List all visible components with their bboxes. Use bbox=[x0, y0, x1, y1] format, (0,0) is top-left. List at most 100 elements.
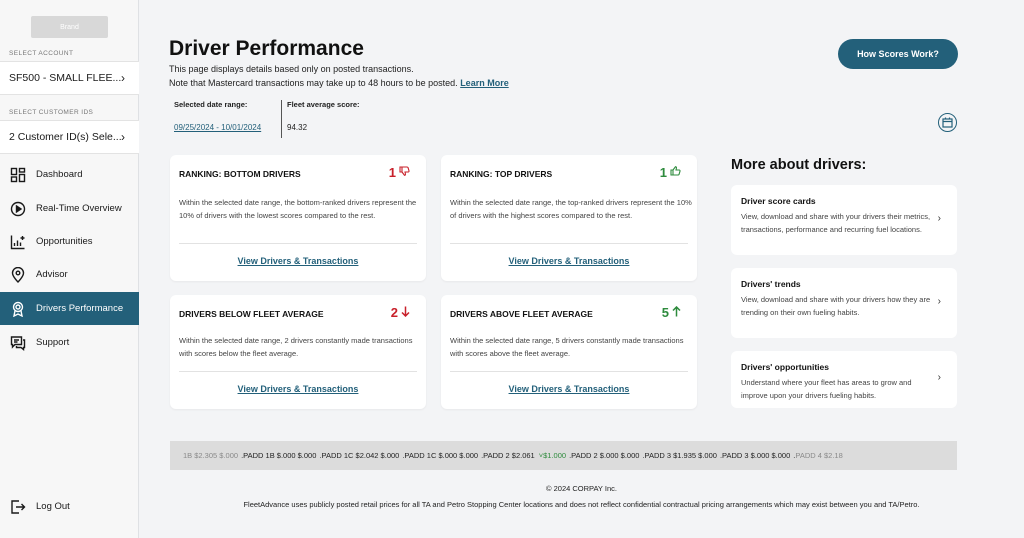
brand-logo: Brand bbox=[31, 16, 108, 38]
below-average-count: 2 bbox=[391, 305, 410, 320]
logout-label: Log Out bbox=[36, 501, 70, 512]
subtitle-line-2: Note that Mastercard transactions may ta… bbox=[169, 76, 509, 90]
card-title: RANKING: TOP DRIVERS bbox=[450, 169, 553, 179]
nav-item-advisor[interactable]: Advisor bbox=[0, 258, 139, 291]
ticker-item: 1B $2.305 $.000 bbox=[183, 451, 239, 460]
chevron-down-icon: ˅ bbox=[538, 451, 544, 460]
ticker-item: PADD 2 $2.061 bbox=[483, 451, 535, 460]
drivers-opportunities-link[interactable]: Drivers' opportunities Understand where … bbox=[731, 351, 957, 408]
thumbs-down-icon bbox=[399, 166, 410, 179]
arrow-up-icon bbox=[672, 305, 681, 320]
ticker-separator: . bbox=[793, 451, 796, 460]
nav-item-support[interactable]: Support bbox=[0, 326, 139, 359]
date-range-value[interactable]: 09/25/2024 - 10/01/2024 bbox=[174, 123, 262, 132]
logout-icon bbox=[9, 498, 27, 516]
select-customer-label: SELECT CUSTOMER IDS bbox=[9, 109, 94, 116]
subtitle-line-1: This page displays details based only on… bbox=[169, 64, 414, 74]
card-title: DRIVERS ABOVE FLEET AVERAGE bbox=[450, 309, 593, 319]
select-account-label: SELECT ACCOUNT bbox=[9, 50, 74, 57]
sidebar: Brand SELECT ACCOUNT SF500 - SMALL FLEE.… bbox=[0, 0, 139, 538]
account-selector[interactable]: SF500 - SMALL FLEE... › bbox=[0, 61, 139, 95]
nav-item-dashboard[interactable]: Dashboard bbox=[0, 158, 139, 191]
chevron-right-icon: › bbox=[937, 372, 941, 383]
nav-label: Real-Time Overview bbox=[36, 203, 122, 214]
view-drivers-transactions-link[interactable]: View Drivers & Transactions bbox=[508, 256, 630, 266]
chat-support-icon bbox=[9, 334, 27, 352]
nav-label: Advisor bbox=[36, 269, 68, 280]
card-divider bbox=[450, 243, 688, 244]
metric-value: 1 bbox=[659, 165, 667, 180]
play-circle-icon bbox=[9, 200, 27, 218]
fuel-price-ticker: 1B $2.305 $.000 . PADD 1B $.000 $.000 . … bbox=[170, 441, 957, 470]
arrow-down-icon bbox=[401, 306, 410, 320]
nav-item-real-time-overview[interactable]: Real-Time Overview bbox=[0, 192, 139, 225]
view-drivers-transactions-link[interactable]: View Drivers & Transactions bbox=[237, 384, 359, 394]
nav-label: Opportunities bbox=[36, 236, 93, 247]
ticker-item: PADD 1C $.000 $.000 bbox=[404, 451, 479, 460]
card-description: Within the selected date range, 5 driver… bbox=[450, 336, 684, 358]
ticker-separator: . bbox=[719, 451, 723, 460]
side-card-description: View, download and share with your drive… bbox=[741, 212, 931, 234]
ticker-item: PADD 1B $.000 $.000 bbox=[243, 451, 317, 460]
top-drivers-count: 1 bbox=[660, 165, 681, 180]
ticker-separator: . bbox=[569, 451, 572, 460]
date-range-filter: Selected date range: 09/25/2024 - 10/01/… bbox=[174, 100, 261, 132]
how-scores-work-button[interactable]: How Scores Work? bbox=[838, 39, 958, 69]
side-card-title: Drivers' trends bbox=[741, 279, 801, 289]
chevron-right-icon: › bbox=[121, 71, 125, 85]
account-selector-value: SF500 - SMALL FLEE... bbox=[9, 72, 122, 84]
top-drivers-card: RANKING: TOP DRIVERS 1 Within the select… bbox=[441, 155, 697, 281]
learn-more-link[interactable]: Learn More bbox=[460, 78, 509, 88]
side-card-description: View, download and share with your drive… bbox=[741, 295, 931, 317]
award-icon bbox=[9, 300, 27, 318]
chevron-right-icon: › bbox=[937, 296, 941, 307]
nav-item-drivers-performance[interactable]: Drivers Performance bbox=[0, 292, 139, 325]
nav-label: Support bbox=[36, 337, 70, 348]
fleet-average-value: 94.32 bbox=[287, 123, 308, 132]
view-drivers-transactions-link[interactable]: View Drivers & Transactions bbox=[237, 256, 359, 266]
ticker-item: PADD 2 $.000 $.000 bbox=[571, 451, 640, 460]
card-divider bbox=[179, 243, 417, 244]
fleet-average-label: Fleet average score: bbox=[287, 100, 360, 109]
customer-selector-value: 2 Customer ID(s) Sele... bbox=[9, 131, 122, 143]
card-title: RANKING: BOTTOM DRIVERS bbox=[179, 169, 301, 179]
subtitle-line-2-text: Note that Mastercard transactions may ta… bbox=[169, 78, 458, 88]
page-subtitle: This page displays details based only on… bbox=[169, 62, 509, 90]
card-title: DRIVERS BELOW FLEET AVERAGE bbox=[179, 309, 324, 319]
below-fleet-average-card: DRIVERS BELOW FLEET AVERAGE 2 Within the… bbox=[170, 295, 426, 409]
above-fleet-average-card: DRIVERS ABOVE FLEET AVERAGE 5 Within the… bbox=[441, 295, 697, 409]
calendar-button[interactable] bbox=[938, 113, 957, 132]
logout-button[interactable]: Log Out bbox=[0, 490, 139, 523]
card-divider bbox=[450, 371, 688, 372]
driver-score-cards-link[interactable]: Driver score cards View, download and sh… bbox=[731, 185, 957, 255]
location-pin-icon bbox=[9, 266, 27, 284]
thumbs-up-icon bbox=[670, 166, 681, 179]
bottom-drivers-count: 1 bbox=[389, 165, 410, 180]
card-description: Within the selected date range, 2 driver… bbox=[179, 336, 413, 358]
metric-value: 1 bbox=[388, 165, 396, 180]
divider bbox=[281, 100, 282, 138]
nav-item-opportunities[interactable]: Opportunities bbox=[0, 225, 139, 258]
drivers-trends-link[interactable]: Drivers' trends View, download and share… bbox=[731, 268, 957, 338]
more-about-drivers-heading: More about drivers: bbox=[731, 157, 867, 173]
calendar-icon bbox=[942, 117, 953, 128]
ticker-up-value: ˅$1.000 bbox=[539, 451, 566, 460]
card-description: Within the selected date range, the bott… bbox=[179, 198, 417, 220]
customer-selector[interactable]: 2 Customer ID(s) Sele... › bbox=[0, 120, 139, 154]
card-description: Within the selected date range, the top-… bbox=[450, 198, 692, 220]
side-card-description: Understand where your fleet has areas to… bbox=[741, 378, 912, 400]
view-drivers-transactions-link[interactable]: View Drivers & Transactions bbox=[508, 384, 630, 394]
ticker-separator: . bbox=[481, 451, 484, 460]
ticker-separator: . bbox=[402, 451, 405, 460]
fleet-average-score: Fleet average score: 94.32 bbox=[287, 100, 360, 132]
side-card-title: Drivers' opportunities bbox=[741, 362, 829, 372]
ticker-separator: . bbox=[642, 451, 645, 460]
chevron-right-icon: › bbox=[121, 130, 125, 144]
ticker-separator: . bbox=[241, 451, 244, 460]
above-average-count: 5 bbox=[662, 305, 681, 320]
chevron-right-icon: › bbox=[937, 213, 941, 224]
ticker-item: PADD 3 $1.935 $.000 bbox=[644, 451, 717, 460]
footer-copyright: © 2024 CORPAY Inc. bbox=[546, 484, 617, 493]
nav-label: Dashboard bbox=[36, 169, 83, 180]
side-card-title: Driver score cards bbox=[741, 196, 816, 206]
